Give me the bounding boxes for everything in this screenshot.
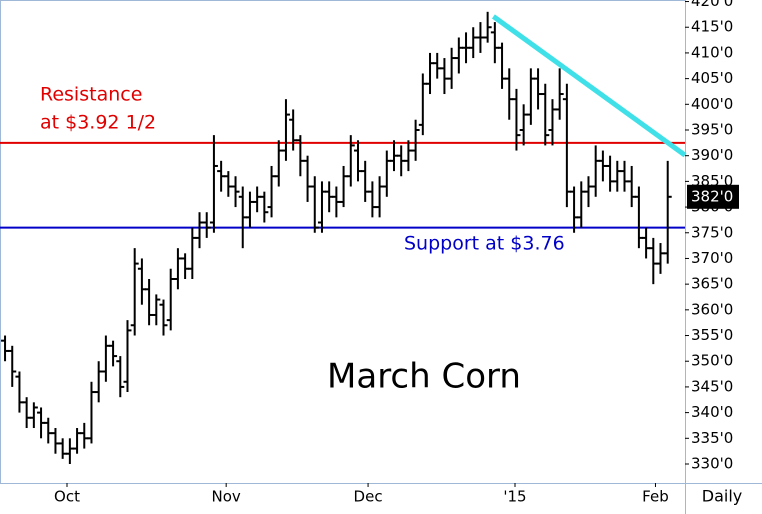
level-label: Resistance (40, 84, 142, 106)
x-tick-label: Dec (354, 488, 383, 506)
trend-line (491, 14, 687, 158)
x-tick-label: Oct (54, 488, 80, 506)
y-tick-label: 405'0 (691, 69, 733, 87)
y-tick-label: 370'0 (691, 249, 733, 267)
last-price-box (687, 184, 739, 209)
y-tick-label: 400'0 (691, 95, 733, 113)
last-price-label: 382'0 (691, 187, 733, 205)
y-tick-label: 375'0 (691, 223, 733, 241)
y-tick-label: 365'0 (691, 275, 733, 293)
y-tick-label: 335'0 (691, 429, 733, 447)
x-tick-label: Feb (642, 488, 669, 506)
y-tick-label: 360'0 (691, 300, 733, 318)
y-tick-label: 415'0 (691, 18, 733, 36)
y-tick-label: 350'0 (691, 352, 733, 370)
y-tick-label: 345'0 (691, 377, 733, 395)
y-tick-label: 420'0 (691, 0, 733, 10)
x-tick-label: Nov (212, 488, 241, 506)
y-tick-label: 390'0 (691, 146, 733, 164)
y-tick-label: 355'0 (691, 326, 733, 344)
plot-frame (0, 0, 686, 484)
level-label: Support at $3.76 (404, 233, 565, 255)
chart-title: March Corn (327, 357, 521, 397)
y-tick-label: 410'0 (691, 43, 733, 61)
y-tick-label: 330'0 (691, 454, 733, 472)
x-tick-label: '15 (503, 488, 526, 506)
level-label: at $3.92 1/2 (40, 112, 156, 134)
y-tick-label: 340'0 (691, 403, 733, 421)
period-label: Daily (702, 487, 742, 506)
y-tick-label: 395'0 (691, 120, 733, 138)
